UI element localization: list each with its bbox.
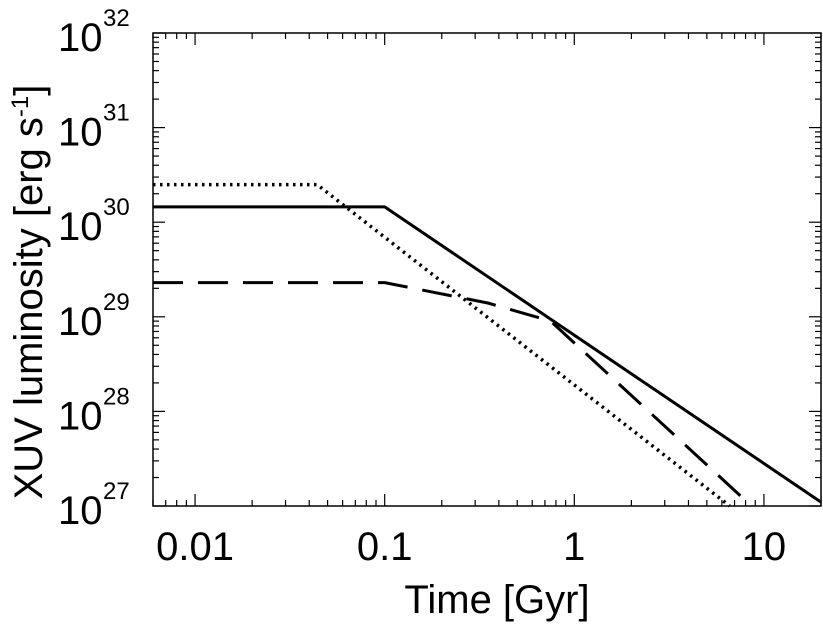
x-tick-label: 0.01 — [156, 525, 234, 569]
y-tick-label-exponent: 27 — [103, 478, 130, 505]
x-tick-label: 10 — [742, 525, 787, 569]
series-group — [153, 182, 822, 508]
y-axis-title: XUV luminosity [erg s-1] — [7, 85, 51, 500]
x-axis-title: Time [Gyr] — [404, 578, 589, 622]
y-tick-label-base: 10 — [58, 300, 103, 344]
y-tick-label-base: 10 — [58, 394, 103, 438]
y-tick-label-exponent: 31 — [103, 100, 130, 127]
y-tick-label-base: 10 — [58, 16, 103, 60]
plot-frame — [152, 32, 822, 507]
y-tick-label-exponent: 28 — [103, 383, 130, 410]
y-tick-label-base: 10 — [58, 111, 103, 155]
x-axis-ticks: 0.01 0.1 1 10 — [152, 33, 822, 569]
y-axis-title-close: ] — [7, 85, 51, 96]
dashed-series-line — [153, 281, 753, 508]
y-tick-label-exponent: 29 — [103, 289, 130, 316]
x-tick-label: 0.1 — [357, 525, 413, 569]
y-axis-title-main: XUV luminosity [erg s — [7, 117, 51, 499]
x-tick-label: 1 — [563, 525, 585, 569]
y-tick-label-exponent: 32 — [103, 5, 130, 32]
solid-series-line — [153, 205, 822, 504]
dotted-series-line — [153, 182, 731, 508]
y-axis-title-exponent: -1 — [7, 96, 34, 117]
y-tick-label-exponent: 30 — [103, 194, 130, 221]
y-tick-label-base: 10 — [58, 489, 103, 533]
plot-area — [152, 32, 822, 507]
y-tick-label-base: 10 — [58, 205, 103, 249]
